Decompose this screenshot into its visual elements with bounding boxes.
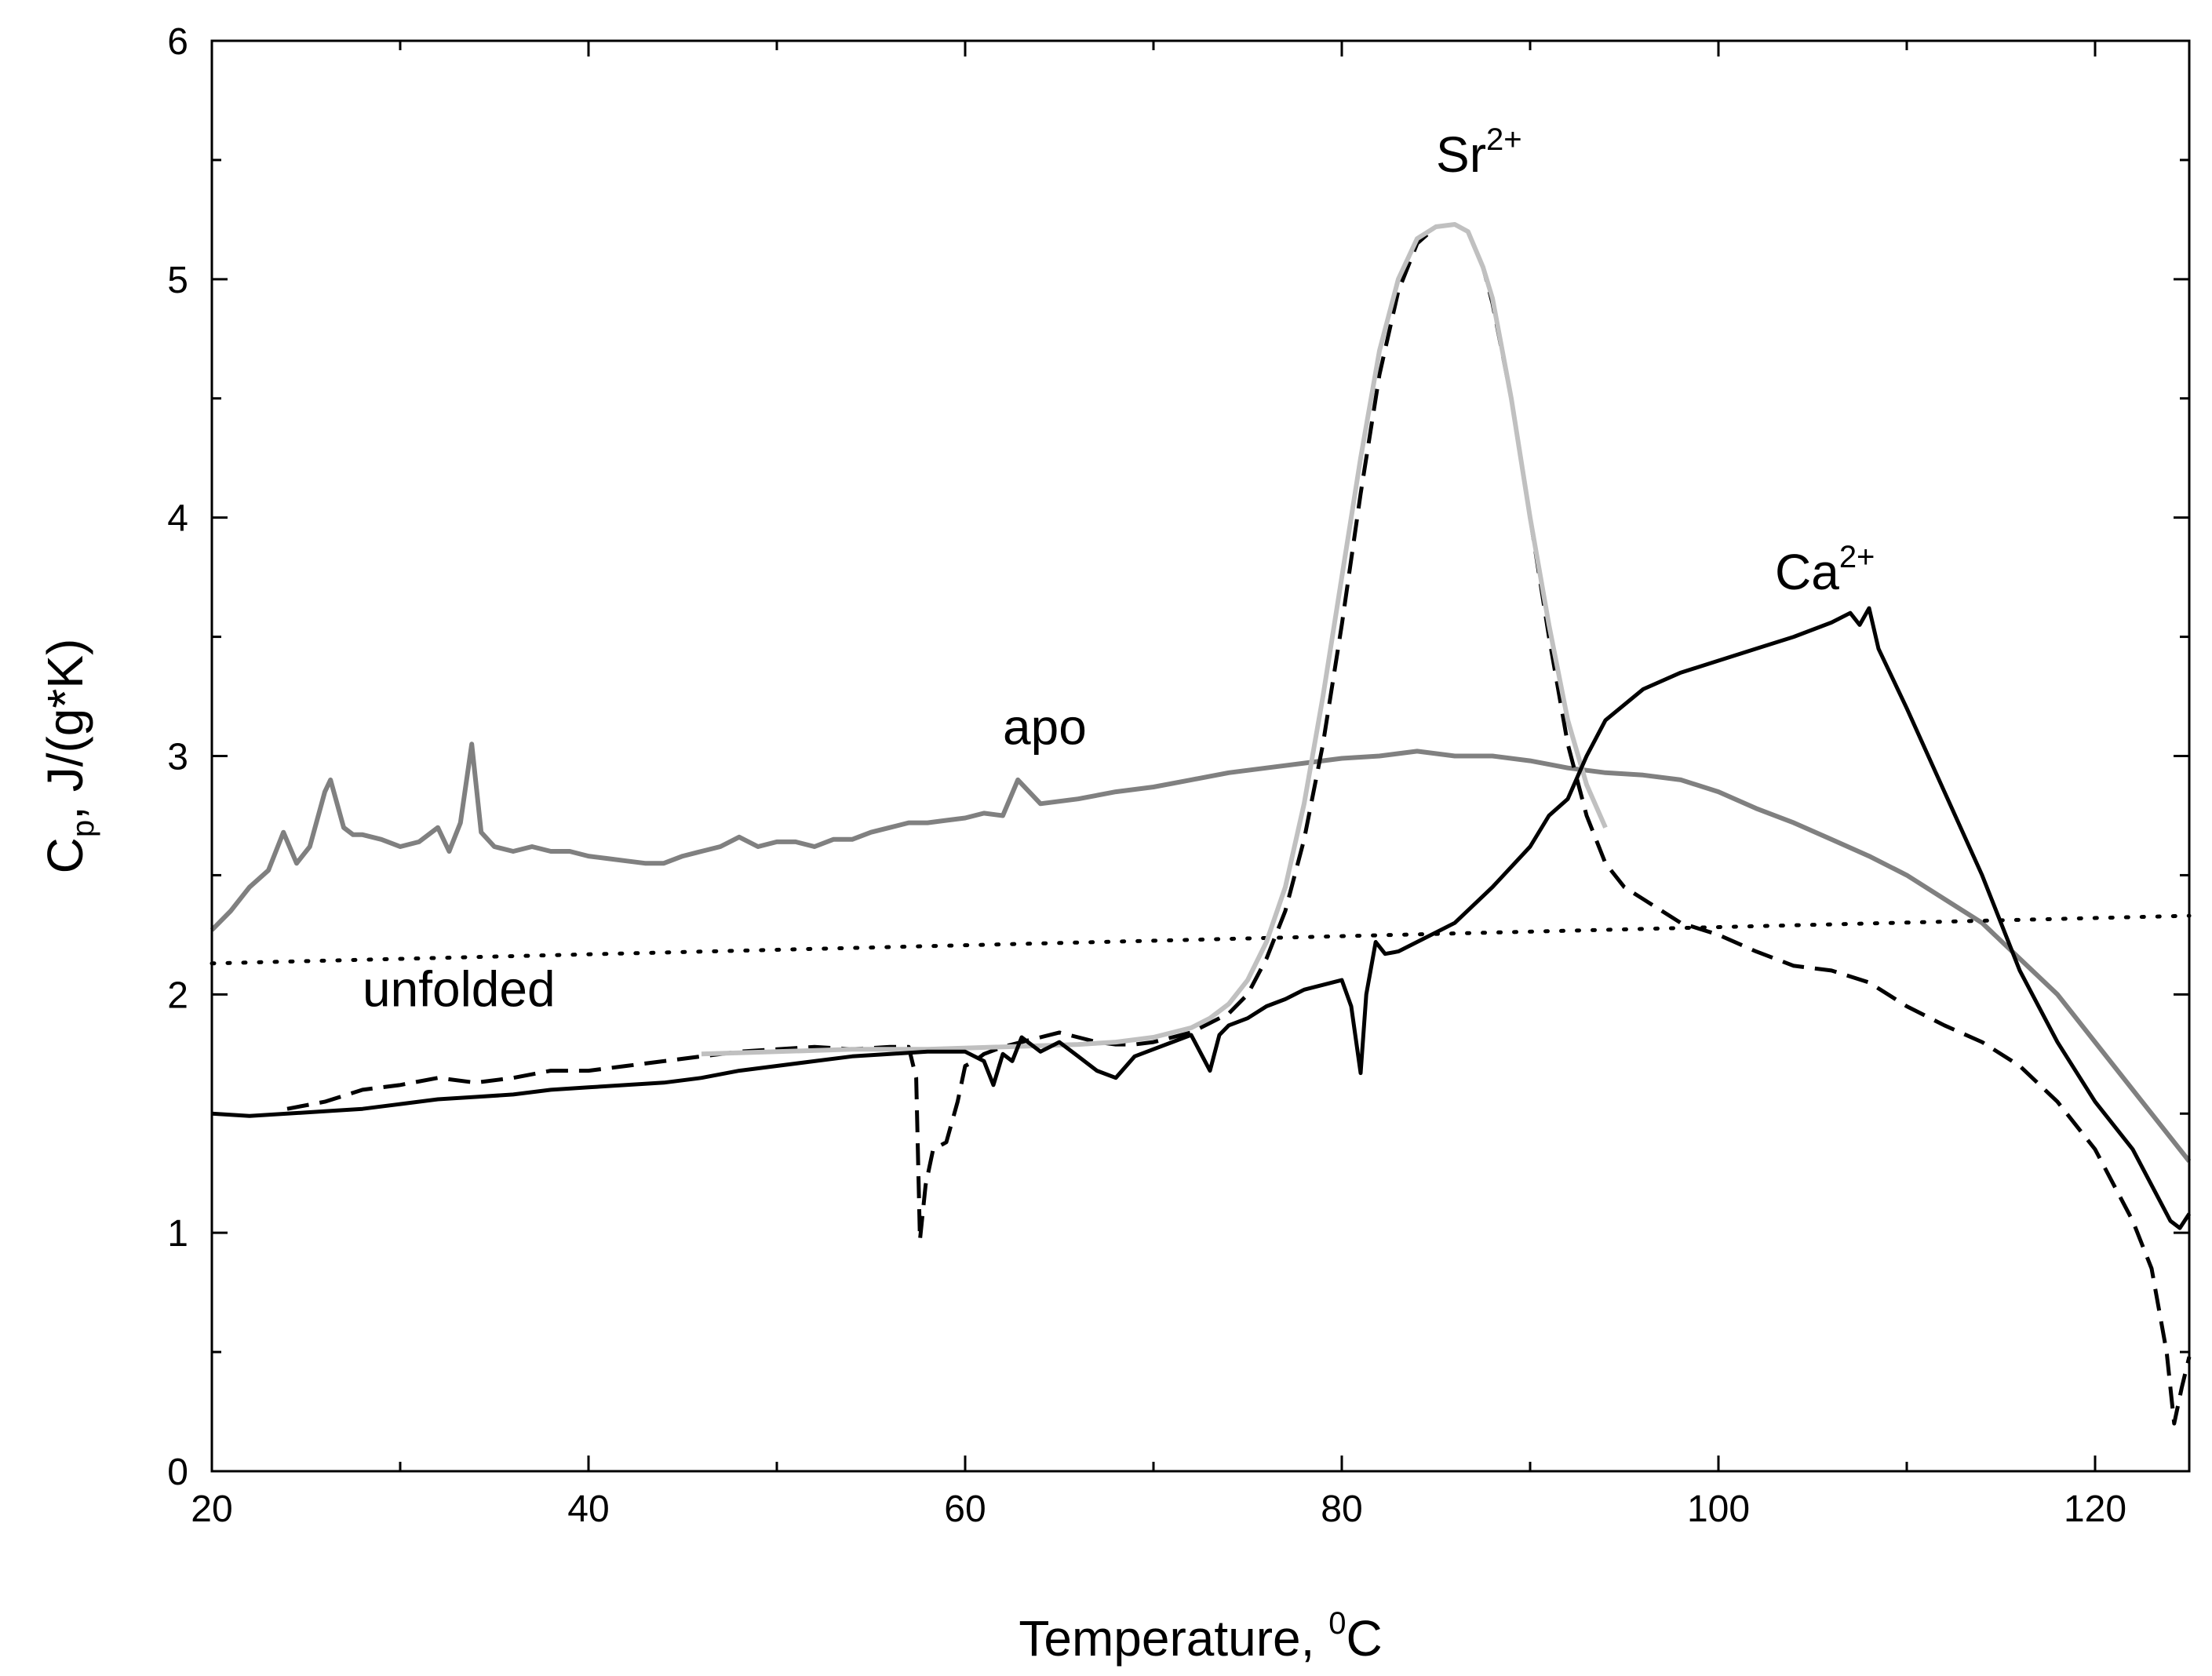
x-axis-title: Temperature, 0C xyxy=(1019,1606,1382,1667)
y-tick-label: 0 xyxy=(167,1452,188,1493)
tick-labels: 20 40 60 80 100 120 0 1 2 3 4 5 6 xyxy=(167,21,2126,1530)
y-tick-label: 4 xyxy=(167,498,188,540)
annotation-sr: Sr2+ xyxy=(1436,122,1522,183)
annotation-ca: Ca2+ xyxy=(1775,540,1875,600)
annotation-ca-sup: 2+ xyxy=(1839,540,1875,574)
series-line-sr2-fit xyxy=(701,222,1608,1057)
y-tick-label: 2 xyxy=(167,975,188,1016)
annotations: apo unfolded Sr2+ Ca2+ xyxy=(363,122,1875,1017)
y-axis-title-sub: p xyxy=(66,820,100,837)
series-line-apo xyxy=(210,741,2192,1163)
series-line-sr2- xyxy=(286,222,2192,1426)
y-axis-title: Cp, J/(g*K) xyxy=(37,639,100,874)
annotation-unfolded: unfolded xyxy=(363,961,556,1018)
annotation-sr-sup: 2+ xyxy=(1486,122,1522,157)
series-layer xyxy=(210,222,2192,1426)
y-axis-title-main: C xyxy=(37,837,93,873)
y-tick-label: 1 xyxy=(167,1213,188,1255)
x-tick-label: 60 xyxy=(944,1488,986,1530)
x-tick-label: 120 xyxy=(2064,1488,2126,1530)
plot-frame xyxy=(210,39,2191,1473)
annotation-apo: apo xyxy=(1003,698,1087,755)
y-tick-label: 3 xyxy=(167,737,188,778)
y-axis-title-tail: , J/(g*K) xyxy=(37,639,93,820)
y-tick-label: 6 xyxy=(167,21,188,63)
series-line-ca2- xyxy=(211,606,2192,1230)
annotation-apo-text: apo xyxy=(1003,698,1087,755)
x-axis-title-sup: 0 xyxy=(1328,1606,1346,1641)
annotation-sr-text: Sr xyxy=(1436,126,1486,183)
y-tick-label: 5 xyxy=(167,260,188,301)
x-tick-label: 80 xyxy=(1321,1488,1362,1530)
series-line-unfolded xyxy=(210,913,2192,966)
x-axis-title-main: Temperature, xyxy=(1019,1610,1328,1667)
x-axis-title-tail: C xyxy=(1346,1610,1382,1667)
annotation-ca-text: Ca xyxy=(1775,544,1839,600)
x-tick-label: 20 xyxy=(191,1488,232,1530)
annotation-unfolded-text: unfolded xyxy=(363,961,556,1018)
x-tick-label: 100 xyxy=(1687,1488,1750,1530)
x-tick-label: 40 xyxy=(567,1488,609,1530)
